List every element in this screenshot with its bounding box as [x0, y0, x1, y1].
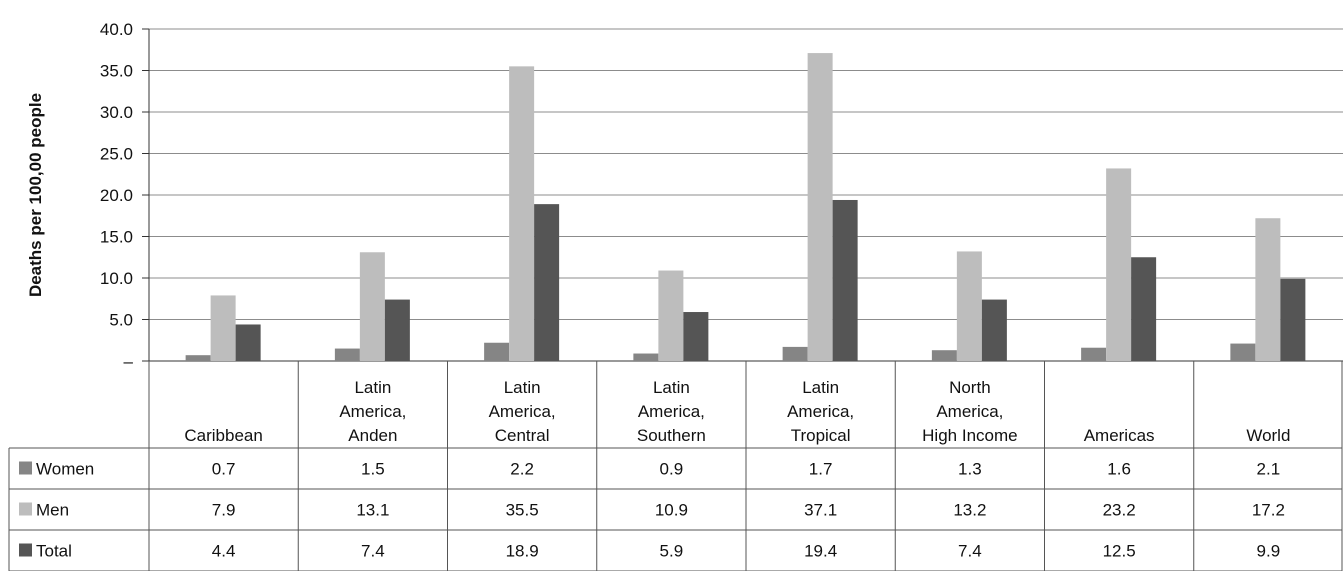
table-cell-value: 1.7 — [809, 460, 833, 479]
table-cell-value: 0.9 — [660, 460, 684, 479]
bar-women — [633, 353, 659, 361]
category-label: Latin America, Tropical — [787, 378, 854, 445]
bar-men — [658, 270, 684, 361]
table-cell-value: 5.9 — [660, 542, 684, 561]
table-cell-value: 12.5 — [1103, 542, 1136, 561]
bar-women — [1081, 347, 1107, 361]
y-tick-label: 35.0 — [100, 62, 133, 81]
bar-total — [1131, 257, 1157, 361]
table-cell-value: 4.4 — [212, 542, 236, 561]
category-label: Latin America, Anden — [339, 378, 406, 445]
table-cell-value: 7.4 — [361, 542, 385, 561]
table-cell-value: 7.4 — [958, 542, 982, 561]
legend-label-men: Men — [36, 501, 69, 520]
legend-swatch-total — [19, 543, 32, 557]
table-cell-value: 19.4 — [804, 542, 837, 561]
table-cell-value: 18.9 — [506, 542, 539, 561]
category-label: Americas — [1084, 426, 1155, 445]
bar-total — [832, 199, 858, 361]
bar-women — [931, 350, 957, 361]
y-axis-label: Deaths per 100,00 people — [26, 93, 45, 297]
bar-women — [782, 346, 808, 361]
table-cell-value: 37.1 — [804, 501, 837, 520]
bar-women — [334, 348, 360, 361]
category-label: World — [1246, 426, 1290, 445]
table-cell-value: 17.2 — [1252, 501, 1285, 520]
table-cell-value: 13.2 — [953, 501, 986, 520]
table-cell-value: 1.5 — [361, 460, 385, 479]
legend-swatch-men — [19, 502, 32, 516]
bar-total — [683, 312, 709, 361]
bar-men — [509, 66, 535, 361]
table-cell-value: 1.6 — [1107, 460, 1131, 479]
table-cell-value: 13.1 — [356, 501, 389, 520]
table-cell-value: 2.2 — [510, 460, 534, 479]
table-cell-value: 2.1 — [1257, 460, 1281, 479]
bar-men — [807, 53, 833, 361]
table-cell-value: 1.3 — [958, 460, 982, 479]
bar-women — [484, 342, 510, 361]
data-table: Caribbean Latin America, Anden Latin America,… — [8, 361, 1343, 571]
legend-label-total: Total — [36, 542, 72, 561]
category-label: Caribbean — [184, 426, 262, 445]
bars — [185, 53, 1306, 361]
y-tick-label: 30.0 — [100, 103, 133, 122]
y-tick-label: 10.0 — [100, 269, 133, 288]
bar-total — [235, 324, 261, 361]
table-cell-value: 9.9 — [1257, 542, 1281, 561]
bar-women — [1230, 343, 1256, 361]
table-cell-value: 35.5 — [506, 501, 539, 520]
bar-total — [534, 204, 560, 361]
y-tick-label: 25.0 — [100, 145, 133, 164]
bar-men — [1255, 218, 1281, 361]
y-tick-label: 5.0 — [109, 311, 133, 330]
table-cell-value: 23.2 — [1103, 501, 1136, 520]
category-label: Latin America, Central — [489, 378, 556, 445]
bar-men — [1106, 168, 1132, 361]
y-tick-label: – — [124, 352, 134, 371]
bar-women — [185, 355, 211, 361]
bar-men — [359, 252, 385, 361]
y-tick-label: 20.0 — [100, 186, 133, 205]
category-label: North America, High Income — [922, 378, 1017, 445]
bar-total — [1280, 278, 1306, 361]
legend-label-women: Women — [36, 460, 94, 479]
bar-total — [384, 299, 410, 361]
bar-total — [981, 299, 1007, 361]
table-cell-value: 10.9 — [655, 501, 688, 520]
table-cell-value: 7.9 — [212, 501, 236, 520]
bar-men — [210, 295, 236, 361]
bar-men — [956, 251, 982, 361]
category-label: Latin America, Southern — [637, 378, 706, 445]
y-tick-label: 40.0 — [100, 20, 133, 39]
table-cell-value: 0.7 — [212, 460, 236, 479]
gridlines — [149, 28, 1343, 320]
y-tick-label: 15.0 — [100, 228, 133, 247]
legend-swatch-women — [19, 461, 32, 475]
